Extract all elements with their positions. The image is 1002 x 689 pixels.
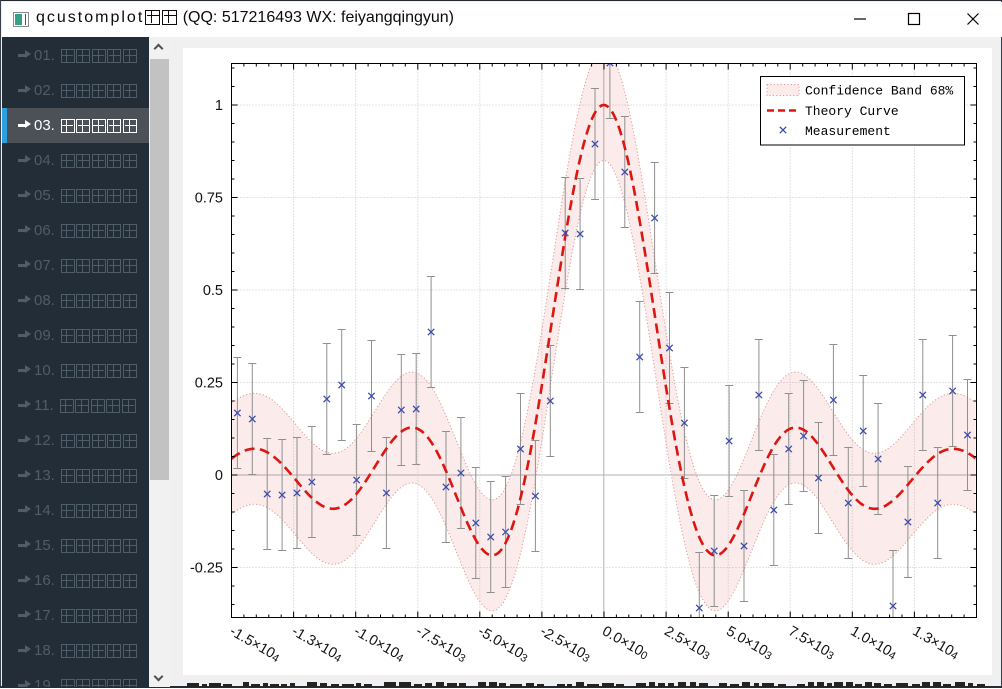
svg-text:2.5×103: 2.5×103 [661,623,713,662]
svg-text:-1.5×104: -1.5×104 [227,623,283,665]
svg-text:-0.25: -0.25 [190,561,223,577]
svg-text:1.0×104: 1.0×104 [848,623,900,662]
svg-text:-1.0×104: -1.0×104 [351,623,407,665]
svg-text:Confidence Band 68%: Confidence Band 68% [805,84,953,99]
svg-text:-1.3×104: -1.3×104 [289,623,345,665]
svg-text:1: 1 [215,98,223,114]
svg-text:0.0×100: 0.0×100 [599,623,651,662]
svg-text:-2.5×103: -2.5×103 [537,623,593,665]
svg-text:7.5×103: 7.5×103 [785,623,837,662]
svg-text:-7.5×103: -7.5×103 [413,623,469,665]
svg-text:-5.0×103: -5.0×103 [475,623,531,665]
svg-text:Theory Curve: Theory Curve [805,104,899,119]
svg-text:5.0×103: 5.0×103 [723,623,775,662]
svg-text:0.75: 0.75 [195,191,223,207]
svg-text:1.3×104: 1.3×104 [910,623,962,662]
svg-text:0.5: 0.5 [203,283,223,299]
svg-text:0.25: 0.25 [195,376,223,392]
svg-text:Measurement: Measurement [805,124,891,139]
svg-text:0: 0 [215,468,223,484]
